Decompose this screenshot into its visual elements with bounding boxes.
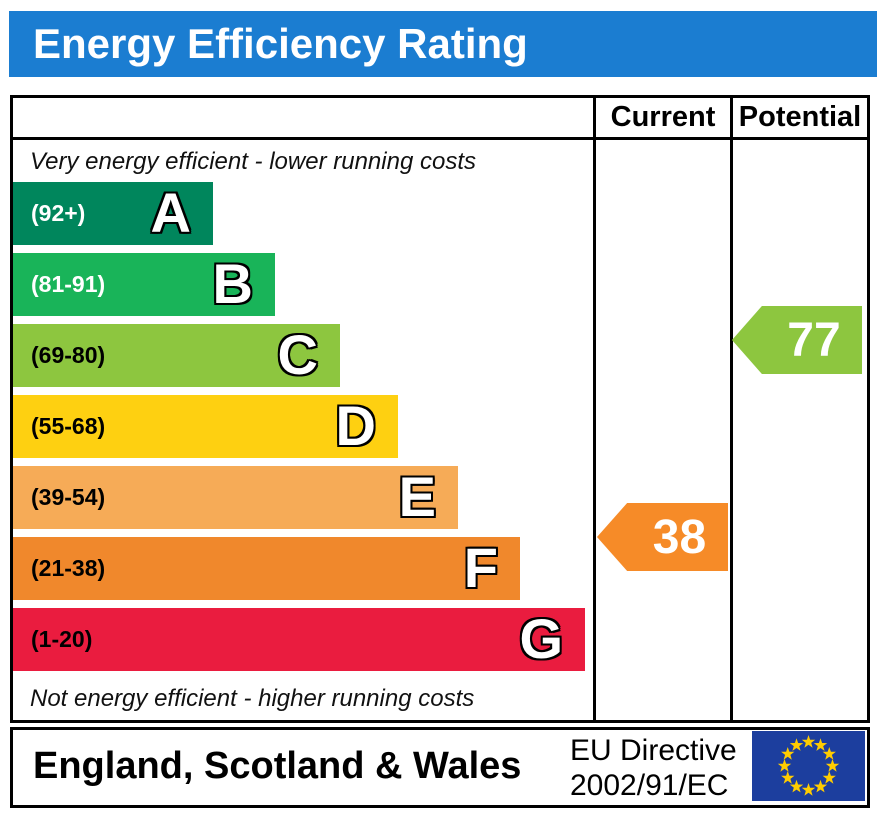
band-row-D: (55-68) D <box>13 395 398 458</box>
band-range-label: (21-38) <box>31 555 106 581</box>
band-row-B: (81-91) B <box>13 253 275 316</box>
band-letter: F <box>463 536 498 599</box>
eu-flag-icon <box>752 731 865 806</box>
band-letter: G <box>519 607 563 670</box>
bands-current-divider <box>593 98 596 720</box>
chart-title-bar: Energy Efficiency Rating <box>9 11 877 77</box>
eu-directive-line1: EU Directive <box>570 734 737 767</box>
current-rating-arrow: 38 <box>597 503 728 571</box>
top-note: Very energy efficient - lower running co… <box>30 148 476 175</box>
band-row-C: (69-80) C <box>13 324 340 387</box>
column-header-current: Current <box>610 101 716 133</box>
band-range-label: (69-80) <box>31 342 106 368</box>
band-letter: E <box>398 465 436 528</box>
table-header-divider <box>13 137 867 140</box>
bottom-note: Not energy efficient - higher running co… <box>30 685 475 712</box>
column-header-potential: Potential <box>738 101 862 133</box>
band-range-label: (92+) <box>31 200 86 226</box>
band-range-label: (39-54) <box>31 484 106 510</box>
potential-rating-arrow: 77 <box>732 306 862 374</box>
band-letter: D <box>335 394 376 457</box>
band-row-A: (92+) A <box>13 182 213 245</box>
page-title: Energy Efficiency Rating <box>33 20 528 67</box>
eu-directive-label: EU Directive 2002/91/EC <box>570 733 737 803</box>
band-row-E: (39-54) E <box>13 466 458 529</box>
band-row-F: (21-38) F <box>13 537 520 600</box>
eu-directive-line2: 2002/91/EC <box>570 769 729 802</box>
band-range-label: (81-91) <box>31 271 106 297</box>
footer-region-label: England, Scotland & Wales <box>33 745 522 787</box>
band-row-G: (1-20) G <box>13 608 585 671</box>
potential-rating-value: 77 <box>787 313 841 367</box>
band-range-label: (1-20) <box>31 626 93 652</box>
footer-bar <box>10 727 870 808</box>
band-letter: C <box>277 323 318 386</box>
band-letter: B <box>212 252 253 315</box>
band-range-label: (55-68) <box>31 413 106 439</box>
band-letter: A <box>150 181 191 244</box>
current-rating-value: 38 <box>652 510 707 564</box>
current-potential-divider <box>730 98 733 720</box>
